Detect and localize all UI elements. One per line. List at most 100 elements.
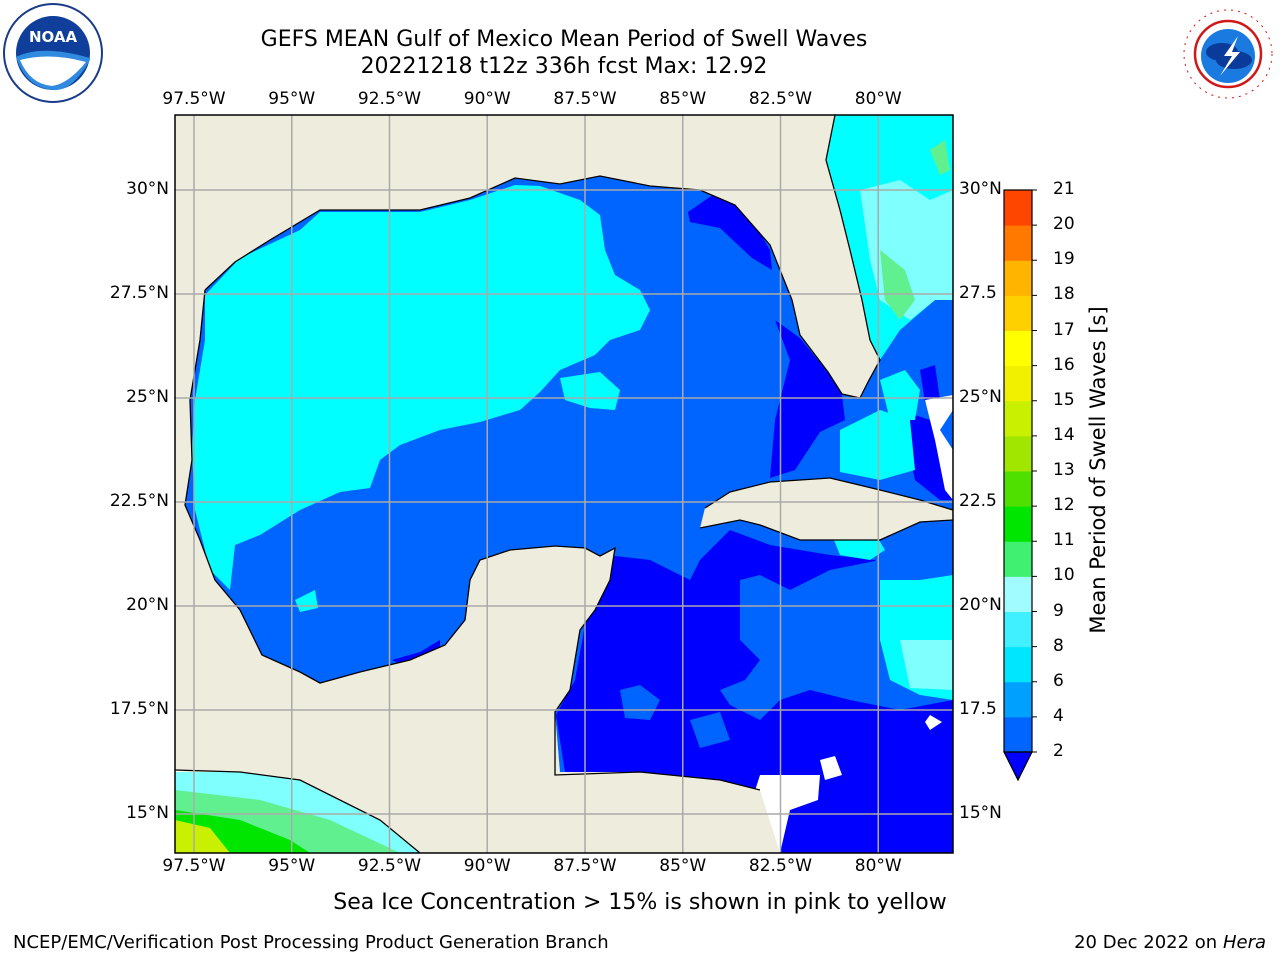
swell-dark-blue-campeche bbox=[392, 640, 440, 664]
footer-date-text: 20 Dec 2022 on bbox=[1074, 932, 1218, 953]
nodata-bahamas bbox=[925, 395, 953, 500]
lon-label-top: 85°W bbox=[659, 89, 707, 109]
coastline-3 bbox=[704, 477, 953, 511]
colorbar-tick-label: 13 bbox=[1053, 460, 1075, 480]
lon-label-bottom: 90°W bbox=[463, 856, 511, 876]
colorbar-segment bbox=[1004, 260, 1032, 296]
nodata-caribbean-2 bbox=[925, 715, 942, 730]
lat-label-left: 22.5°N bbox=[109, 491, 169, 511]
swell-green-atlantic bbox=[880, 250, 915, 320]
colorbar-segment bbox=[1004, 681, 1032, 718]
colorbar-segment bbox=[1004, 190, 1032, 226]
colorbar-tick-label: 19 bbox=[1053, 249, 1075, 270]
lat-label-right: 15°N bbox=[959, 803, 1002, 823]
footer-credit: NCEP/EMC/Verification Post Processing Pr… bbox=[13, 932, 609, 953]
chart-title: GEFS MEAN Gulf of Mexico Mean Period of … bbox=[260, 27, 868, 52]
colorbar-tick-label: 11 bbox=[1053, 530, 1075, 551]
lat-label-left: 30°N bbox=[126, 179, 169, 199]
chart-subtitle: 20221218 t12z 336h fcst Max: 12.92 bbox=[360, 54, 768, 79]
colorbar-segment bbox=[1004, 506, 1032, 542]
swell-mid-blue-patch2 bbox=[690, 712, 730, 748]
lon-label-top: 87.5°W bbox=[553, 89, 617, 109]
colorbar-tick-label: 14 bbox=[1053, 424, 1075, 445]
colorbar-tick-label: 18 bbox=[1053, 284, 1075, 305]
lon-label-top: 80°W bbox=[854, 89, 902, 109]
map-body bbox=[175, 115, 953, 853]
colorbar-tick-label: 12 bbox=[1053, 495, 1075, 516]
lat-label-left: 20°N bbox=[126, 595, 169, 615]
lon-label-top: 97.5°W bbox=[162, 89, 226, 109]
lat-label-right: 22.5 bbox=[959, 491, 997, 511]
lon-label-bottom: 87.5°W bbox=[553, 856, 617, 876]
map-frame bbox=[174, 114, 954, 854]
lon-label-top: 95°W bbox=[268, 89, 316, 109]
lat-label-left: 15°N bbox=[126, 803, 169, 823]
lon-label-bottom: 97.5°W bbox=[162, 856, 226, 876]
noaa-logo: NOAA bbox=[3, 3, 103, 103]
colorbar-segment bbox=[1004, 611, 1032, 648]
lat-label-right: 27.5 bbox=[959, 283, 997, 303]
land-mexico-south bbox=[175, 546, 615, 853]
colorbar-tick-label: 9 bbox=[1053, 600, 1064, 621]
colorbar-segment bbox=[1004, 435, 1032, 472]
colorbar-tick-label: 6 bbox=[1053, 670, 1064, 691]
colorbar-label: Mean Period of Swell Waves [s] bbox=[1086, 306, 1110, 634]
swell-cyan-strait bbox=[880, 370, 920, 420]
colorbar-tick-label: 17 bbox=[1053, 319, 1075, 340]
lat-label-right: 20°N bbox=[959, 595, 1002, 615]
colorbar-tick-label: 15 bbox=[1053, 389, 1075, 410]
colorbar-tick-label: 8 bbox=[1053, 635, 1064, 656]
lon-label-bottom: 85°W bbox=[659, 856, 707, 876]
land-mexico-west bbox=[175, 290, 262, 680]
colorbar-segment bbox=[1004, 576, 1032, 612]
lat-label-left: 25°N bbox=[126, 387, 169, 407]
colorbar-tick-label: 2 bbox=[1053, 741, 1064, 761]
lon-label-bottom: 82.5°W bbox=[748, 856, 813, 876]
swell-light-cyan-caribbean bbox=[900, 640, 953, 690]
lat-label-right: 30°N bbox=[959, 179, 1002, 199]
land-cuba bbox=[700, 478, 953, 540]
colorbar-tick-label: 16 bbox=[1053, 354, 1075, 375]
sea-ice-note: Sea Ice Concentration > 15% is shown in … bbox=[333, 890, 947, 915]
coastline-2 bbox=[184, 289, 761, 791]
swell-light-cyan-atlantic bbox=[860, 180, 953, 320]
lon-label-top: 90°W bbox=[463, 89, 511, 109]
swell-dark-blue-bahamas bbox=[920, 365, 940, 402]
land-united-states bbox=[175, 115, 880, 398]
lon-label-top: 82.5°W bbox=[748, 89, 813, 109]
swell-dark-blue-ne bbox=[688, 190, 772, 270]
lat-label-left: 17.5°N bbox=[109, 699, 169, 719]
swell-green-atlantic-2 bbox=[930, 140, 950, 175]
swell-mid-blue-patch1 bbox=[620, 685, 660, 720]
lon-label-bottom: 95°W bbox=[268, 856, 316, 876]
colorbar-segment bbox=[1004, 225, 1032, 261]
colorbar-segment bbox=[1004, 471, 1032, 507]
swell-pacific-yellow-green bbox=[175, 820, 230, 853]
lon-label-bottom: 80°W bbox=[854, 856, 902, 876]
nodata-caribbean-1 bbox=[820, 756, 842, 780]
footer-host: Hera bbox=[1222, 932, 1266, 953]
swell-dark-blue-fl bbox=[770, 320, 845, 478]
coastline-4 bbox=[699, 519, 953, 541]
colorbar-segment bbox=[1004, 716, 1032, 753]
land-central-america bbox=[560, 772, 780, 853]
colorbar-segment bbox=[1004, 541, 1032, 577]
swell-cyan-west bbox=[192, 185, 650, 590]
swell-dark-blue-east bbox=[900, 410, 953, 500]
lon-label-bottom: 92.5°W bbox=[357, 856, 422, 876]
colorbar-segment bbox=[1004, 365, 1032, 402]
colorbar-tick-label: 10 bbox=[1053, 565, 1075, 586]
lat-label-right: 25°N bbox=[959, 387, 1002, 407]
colorbar-segment bbox=[1004, 400, 1032, 437]
colorbar-segment bbox=[1004, 330, 1032, 367]
swell-cyan-patch bbox=[560, 372, 620, 410]
colorbar-under-triangle bbox=[1003, 751, 1033, 782]
lat-label-right: 17.5 bbox=[959, 699, 997, 719]
noaa-logo-text: NOAA bbox=[29, 28, 78, 46]
lon-label-top: 92.5°W bbox=[357, 89, 422, 109]
colorbar-tick-label: 4 bbox=[1053, 705, 1064, 726]
colorbar-tick-label: 21 bbox=[1053, 179, 1075, 199]
colorbar-segment bbox=[1004, 646, 1032, 683]
colorbar-tick-label: 20 bbox=[1053, 214, 1075, 235]
